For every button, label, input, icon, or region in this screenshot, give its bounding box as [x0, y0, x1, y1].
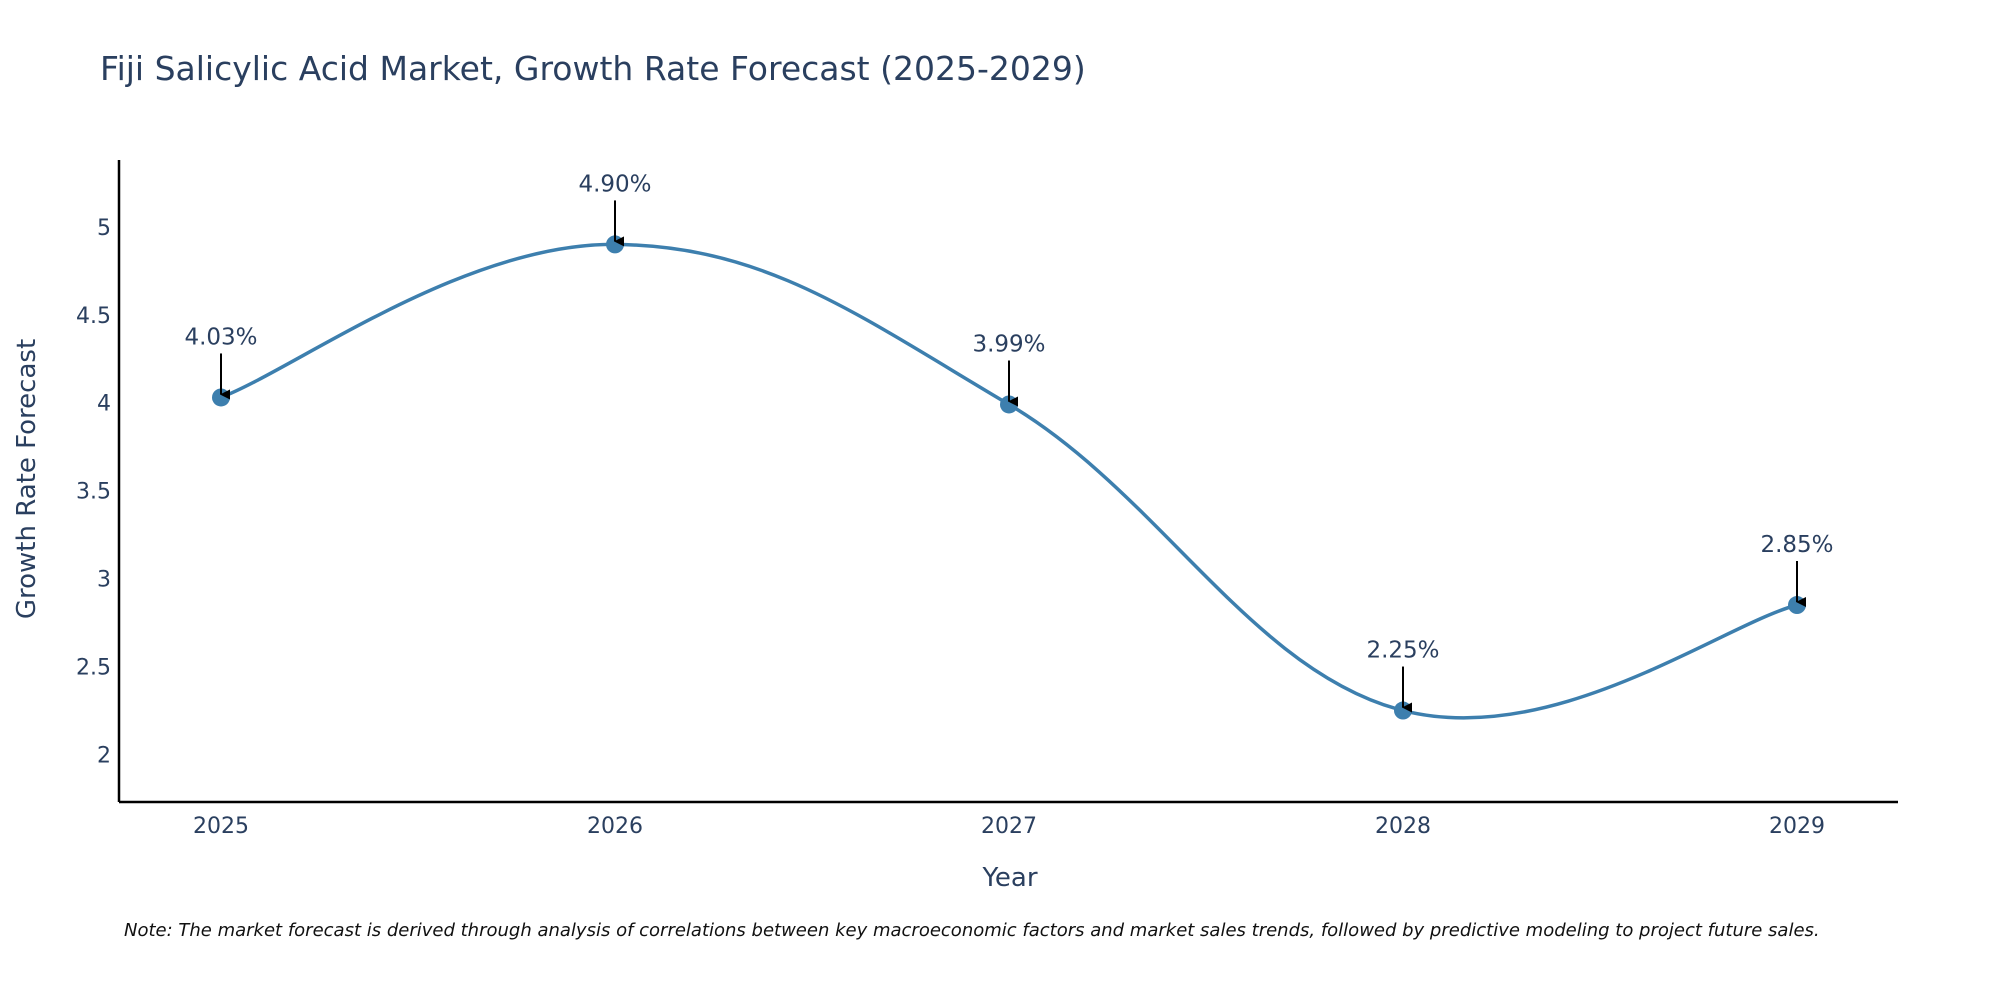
data-label: 2.85%	[1760, 532, 1833, 558]
x-axis-ticks: 2025 2026 2027 2028 2029	[193, 814, 1825, 839]
x-tick-label: 2026	[587, 814, 643, 839]
x-axis-title: Year	[981, 863, 1037, 893]
x-tick-label: 2025	[193, 814, 249, 839]
data-points	[212, 235, 1806, 720]
y-tick-label: 4.5	[76, 304, 111, 329]
data-label: 4.90%	[578, 171, 651, 197]
footnote: Note: The market forecast is derived thr…	[124, 920, 1820, 941]
y-tick-label: 4	[97, 392, 111, 417]
data-label: 2.25%	[1366, 638, 1439, 664]
y-axis-ticks: 2 2.5 3 3.5 4 4.5 5	[76, 216, 111, 769]
data-annotations: 4.03% 4.90% 3.99% 2.25% 2.85%	[184, 171, 1834, 713]
y-axis-title: Growth Rate Forecast	[12, 339, 42, 619]
y-tick-label: 5	[97, 216, 111, 241]
x-tick-label: 2028	[1375, 814, 1431, 839]
y-tick-label: 3	[97, 568, 111, 593]
y-tick-label: 2.5	[76, 656, 111, 681]
data-label: 4.03%	[184, 324, 257, 350]
y-tick-label: 2	[97, 744, 111, 769]
x-tick-label: 2029	[1769, 814, 1825, 839]
series-line	[220, 242, 1798, 720]
chart-title: Fiji Salicylic Acid Market, Growth Rate …	[100, 49, 1086, 88]
y-tick-label: 3.5	[76, 480, 111, 505]
data-label: 3.99%	[972, 331, 1045, 357]
x-tick-label: 2027	[981, 814, 1037, 839]
